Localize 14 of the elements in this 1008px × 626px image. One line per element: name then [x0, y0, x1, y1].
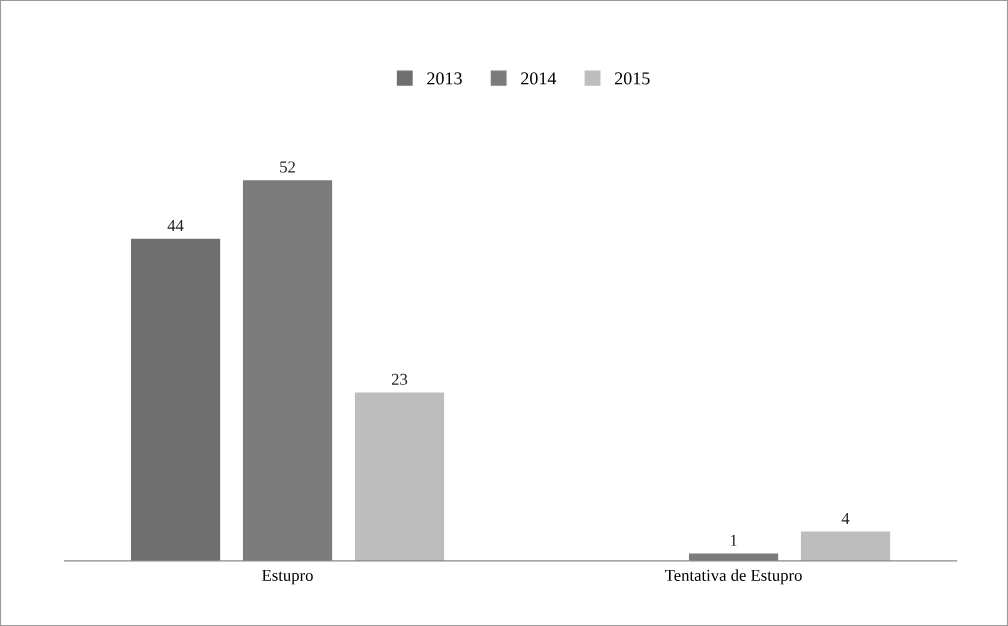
x-tick-label: Estupro — [262, 569, 313, 585]
data-label: 1 — [730, 534, 737, 546]
legend-label: 2014 — [521, 72, 557, 85]
legend-label: 2015 — [615, 72, 650, 85]
data-label: 4 — [841, 512, 850, 524]
data-label: 52 — [280, 161, 295, 173]
bar — [800, 531, 891, 561]
x-tick-label: Tentativa de Estupro — [665, 569, 802, 585]
bar — [354, 392, 445, 561]
data-label: 44 — [167, 220, 184, 232]
legend-label: 2013 — [427, 72, 462, 85]
bar — [130, 238, 221, 561]
data-label: 23 — [391, 373, 408, 385]
bar — [242, 180, 333, 561]
